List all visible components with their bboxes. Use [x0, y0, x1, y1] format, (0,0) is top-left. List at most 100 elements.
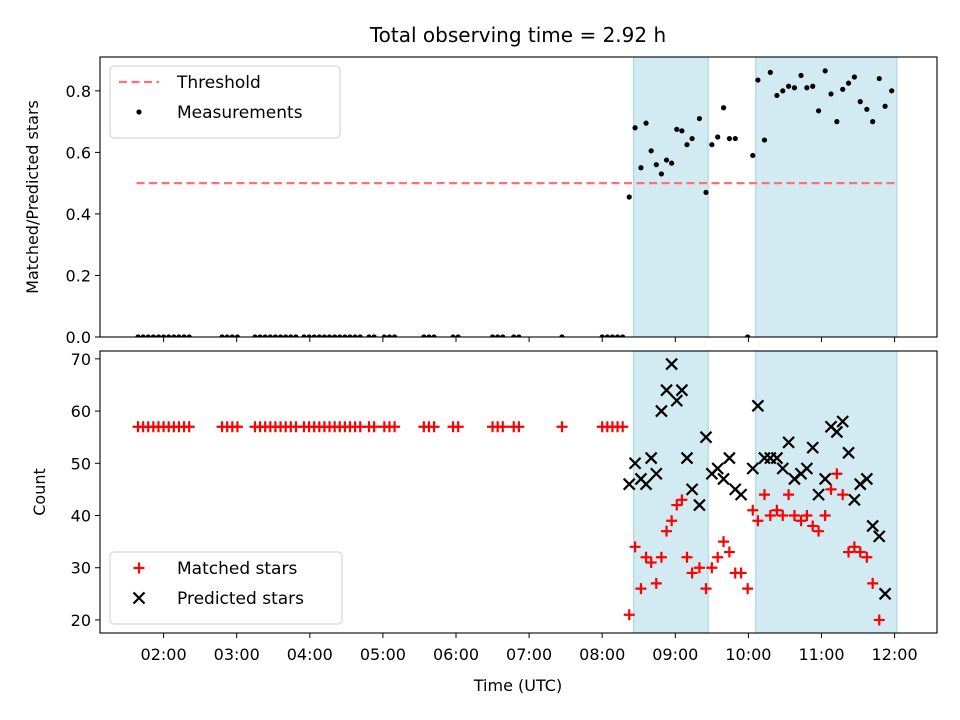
data-point — [752, 515, 764, 527]
data-point — [689, 135, 695, 142]
data-point — [843, 546, 855, 558]
legend-swatch — [132, 591, 146, 605]
legend-box — [109, 551, 343, 625]
data-point — [854, 546, 866, 558]
data-point — [391, 334, 398, 337]
legend-swatch — [136, 109, 142, 115]
data-point — [732, 135, 738, 142]
data-point — [140, 334, 146, 337]
data-point — [609, 334, 616, 337]
data-point — [347, 334, 353, 337]
legend: Threshold Measurements — [109, 65, 341, 139]
axes-frame — [99, 56, 938, 338]
data-point — [366, 334, 372, 337]
series-measurements — [135, 68, 895, 337]
data-point — [807, 520, 819, 532]
data-point — [516, 334, 522, 337]
data-point — [252, 334, 258, 337]
data-point — [653, 162, 659, 168]
axes-frame — [99, 350, 938, 634]
data-point — [755, 77, 761, 83]
chart-title: Total observing time = 2.92 h — [369, 23, 666, 47]
data-point — [818, 472, 832, 486]
data-point — [617, 421, 629, 433]
data-point — [176, 334, 182, 337]
data-point — [643, 120, 649, 126]
y-tick-label: 0.8 — [66, 82, 91, 101]
data-point — [676, 494, 688, 506]
x-tick-label: 08:00 — [579, 645, 625, 664]
series-predicted-stars — [622, 357, 892, 601]
data-point — [718, 536, 730, 548]
data-point — [452, 421, 464, 433]
data-point — [873, 614, 885, 626]
data-point — [822, 68, 828, 74]
data-point — [638, 165, 644, 171]
data-point — [326, 334, 333, 337]
data-point — [878, 587, 892, 601]
data-point — [726, 135, 732, 142]
data-point — [386, 334, 393, 337]
data-point — [693, 562, 705, 574]
shaded-interval — [755, 57, 897, 337]
data-point — [767, 69, 773, 75]
x-tick-label: 06:00 — [433, 645, 479, 664]
data-point — [711, 462, 724, 475]
plot-area — [132, 351, 898, 633]
data-point — [831, 468, 843, 480]
y-tick-label: 60 — [71, 402, 91, 421]
data-point — [628, 457, 642, 470]
data-point — [288, 334, 294, 337]
data-point — [316, 334, 322, 337]
data-point — [231, 421, 243, 433]
data-point — [389, 421, 401, 433]
data-point — [848, 493, 861, 507]
data-point — [806, 441, 820, 454]
data-point — [675, 383, 689, 397]
data-point — [277, 334, 284, 337]
data-point — [800, 462, 814, 475]
data-point — [836, 415, 849, 428]
data-point — [780, 88, 786, 94]
x-tick-label: 11:00 — [798, 645, 844, 664]
data-point — [650, 577, 662, 589]
legend-label: Measurements — [177, 103, 303, 123]
y-tick-label: 0.6 — [66, 143, 91, 162]
data-point — [500, 334, 506, 337]
data-point — [804, 85, 810, 91]
data-point — [629, 541, 641, 553]
data-point — [648, 148, 654, 154]
shaded-interval — [633, 57, 709, 337]
x-tick-label: 02:00 — [141, 645, 187, 664]
data-point — [837, 489, 849, 501]
data-point — [650, 467, 663, 480]
data-point — [604, 334, 610, 337]
data-point — [489, 334, 496, 337]
data-point — [798, 72, 804, 79]
data-point — [663, 157, 670, 163]
data-point — [267, 334, 273, 337]
data-point — [866, 519, 879, 533]
data-point — [293, 334, 299, 337]
data-point — [783, 489, 795, 501]
data-point — [882, 103, 888, 109]
legend-box — [109, 65, 341, 139]
data-point — [219, 334, 225, 337]
data-point — [842, 446, 855, 460]
data-point — [640, 551, 652, 563]
data-point — [622, 477, 636, 491]
data-point — [371, 334, 377, 337]
data-point — [428, 421, 440, 433]
data-point — [321, 334, 328, 337]
x-tick-label: 09:00 — [652, 645, 698, 664]
legend-label: Threshold — [176, 73, 261, 93]
data-point — [632, 125, 638, 131]
data-point — [684, 142, 690, 148]
data-point — [368, 421, 380, 433]
data-point — [145, 334, 151, 337]
legend-label: Matched stars — [177, 559, 297, 579]
data-point — [867, 577, 879, 589]
data-point — [788, 510, 800, 521]
data-point — [342, 334, 348, 337]
data-point — [357, 334, 363, 337]
